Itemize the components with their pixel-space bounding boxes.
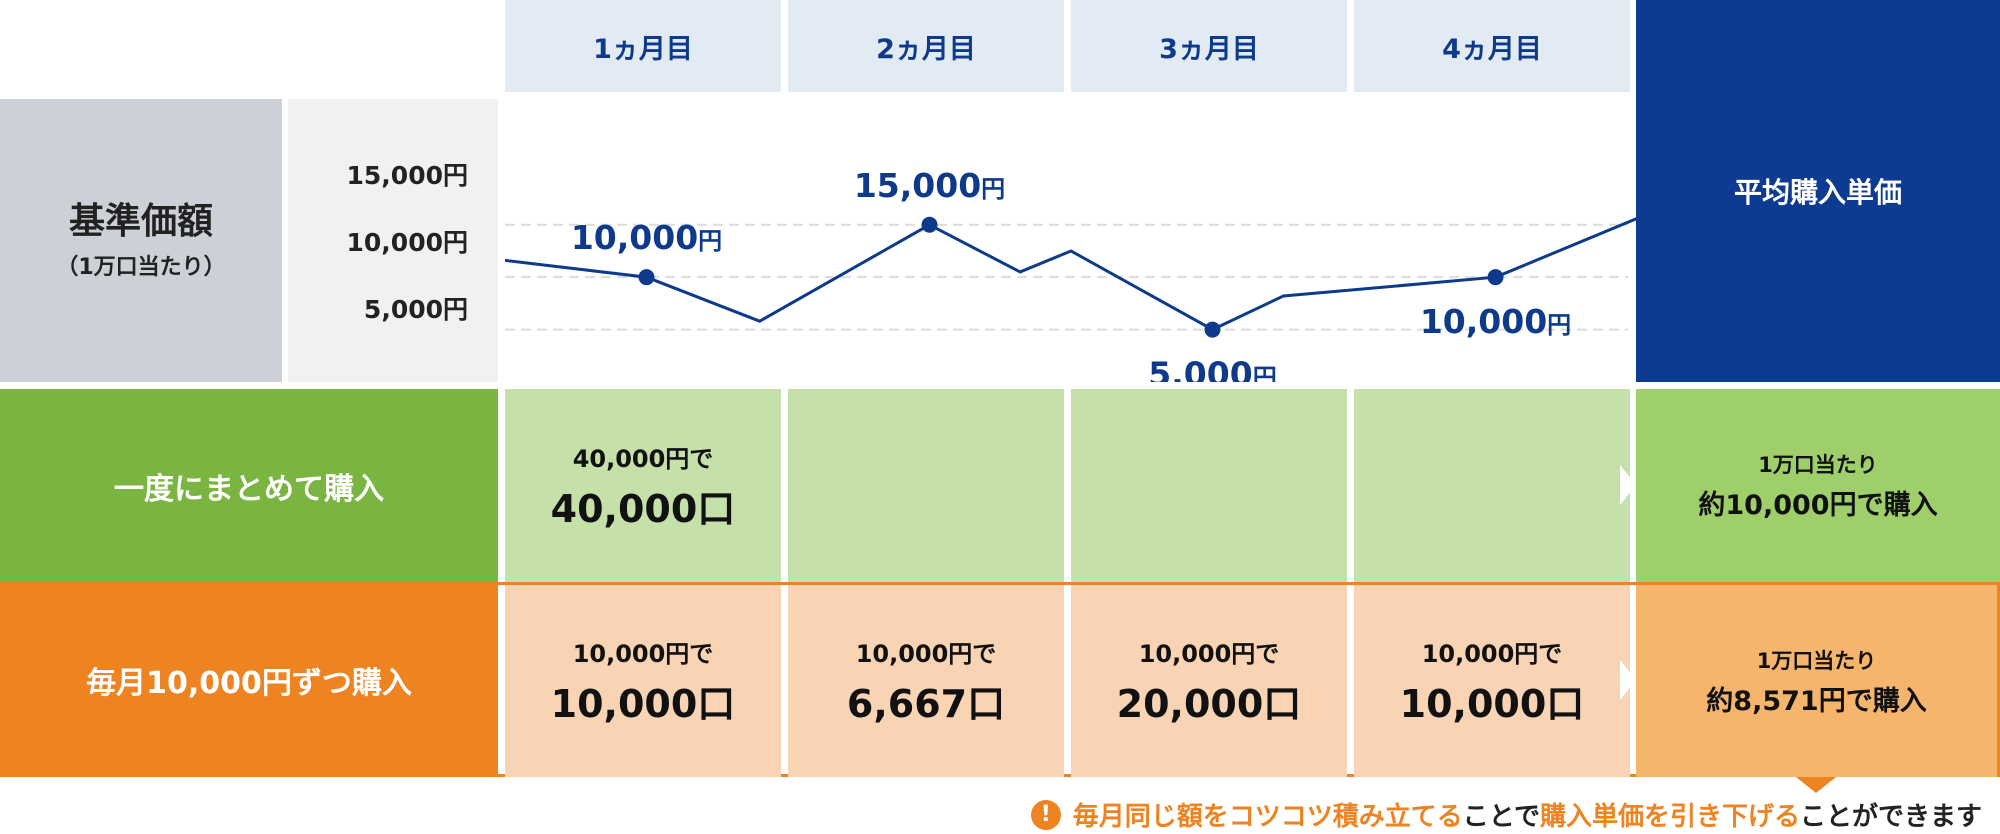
price-line [505, 217, 1636, 332]
month-header-3: 3ヵ月目 [1071, 0, 1347, 92]
base-price-subtitle: （1万口当たり） [56, 255, 226, 281]
base-price-title-cell: 基準価額 （1万口当たり） [0, 99, 282, 382]
month-label: 2ヵ月目 [876, 33, 976, 65]
monthly-cell-1: 10,000円で 10,000口 [505, 585, 781, 777]
lump-sum-cell-3 [1071, 389, 1347, 582]
monthly-label: 毎月10,000円ずつ購入 [86, 665, 412, 701]
monthly-result-cell: 1万口当たり 約8,571円で購入 [1636, 585, 1997, 777]
arrow-right-icon [1620, 465, 1636, 505]
purchase-amount: 40,000円で [572, 444, 714, 473]
note-text-1: ことで [1462, 802, 1540, 832]
purchase-amount: 10,000円で [1421, 640, 1563, 668]
lump-sum-cell-1: 40,000円で 40,000口 [505, 389, 781, 582]
lump-sum-cell-2 [788, 389, 1064, 582]
price-point-label: 5,000円 [1148, 355, 1276, 382]
average-price-title: 平均購入単価 [1733, 176, 1902, 209]
y-axis-cell: 15,000円 10,000円 5,000円 [288, 99, 498, 382]
purchase-amount: 10,000円で [1138, 640, 1280, 668]
note-highlight-2: 購入単価を引き下げる [1539, 802, 1800, 832]
purchase-amount: 10,000円で [855, 640, 997, 668]
arrow-down-icon [1796, 777, 1836, 793]
exclamation-icon: ! [1030, 799, 1061, 830]
price-point [1487, 269, 1504, 286]
y-tick-15000: 15,000円 [346, 161, 468, 190]
result-per-unit-label: 1万口当たり [1758, 453, 1878, 477]
note-highlight-1: 毎月同じ額をコツコツ積み立てる [1072, 802, 1463, 832]
lump-sum-label: 一度にまとめて購入 [114, 471, 384, 507]
y-tick-10000: 10,000円 [346, 228, 468, 257]
month-header-1: 1ヵ月目 [505, 0, 781, 92]
month-label: 4ヵ月目 [1442, 33, 1542, 65]
monthly-cell-4: 10,000円で 10,000口 [1354, 585, 1630, 777]
month-label: 1ヵ月目 [593, 33, 693, 65]
average-price-header: 平均購入単価 [1636, 0, 2000, 382]
price-point [921, 216, 938, 233]
note-text-2: ことができます [1799, 802, 1982, 832]
price-point-label: 10,000円 [1420, 302, 1571, 341]
price-line-chart: 10,000円 15,000円 5,000円 10,000円 [505, 166, 1636, 382]
units-purchased: 10,000口 [1399, 682, 1585, 726]
units-purchased: 40,000口 [550, 486, 736, 531]
lump-sum-label-cell: 一度にまとめて購入 [0, 389, 498, 582]
month-header-4: 4ヵ月目 [1354, 0, 1630, 92]
lump-sum-result-cell: 1万口当たり 約10,000円で購入 [1636, 389, 2000, 582]
result-per-unit-label: 1万口当たり [1756, 648, 1877, 673]
units-purchased: 10,000口 [550, 682, 736, 726]
result-average-price: 約10,000円で購入 [1698, 490, 1938, 521]
y-tick-5000: 5,000円 [363, 295, 468, 324]
units-purchased: 6,667口 [846, 682, 1006, 726]
purchase-amount: 10,000円で [572, 640, 714, 668]
price-point-label: 10,000円 [571, 218, 722, 257]
base-price-title: 基準価額 [68, 200, 213, 242]
lump-sum-cell-4 [1354, 389, 1630, 582]
price-point-label: 15,000円 [854, 166, 1005, 205]
summary-note: ! 毎月同じ額をコツコツ積み立てる ことで 購入単価を引き下げる ことができます [1030, 796, 1982, 833]
monthly-cell-2: 10,000円で 6,667口 [788, 585, 1064, 777]
units-purchased: 20,000口 [1116, 682, 1302, 726]
month-header-2: 2ヵ月目 [788, 0, 1064, 92]
result-average-price: 約8,571円で購入 [1706, 685, 1927, 717]
arrow-right-icon [1620, 660, 1636, 700]
monthly-label-cell: 毎月10,000円ずつ購入 [0, 582, 498, 777]
price-point [1204, 321, 1221, 338]
monthly-cell-3: 10,000円で 20,000口 [1071, 585, 1347, 777]
month-label: 3ヵ月目 [1159, 33, 1259, 65]
price-point [638, 269, 655, 286]
